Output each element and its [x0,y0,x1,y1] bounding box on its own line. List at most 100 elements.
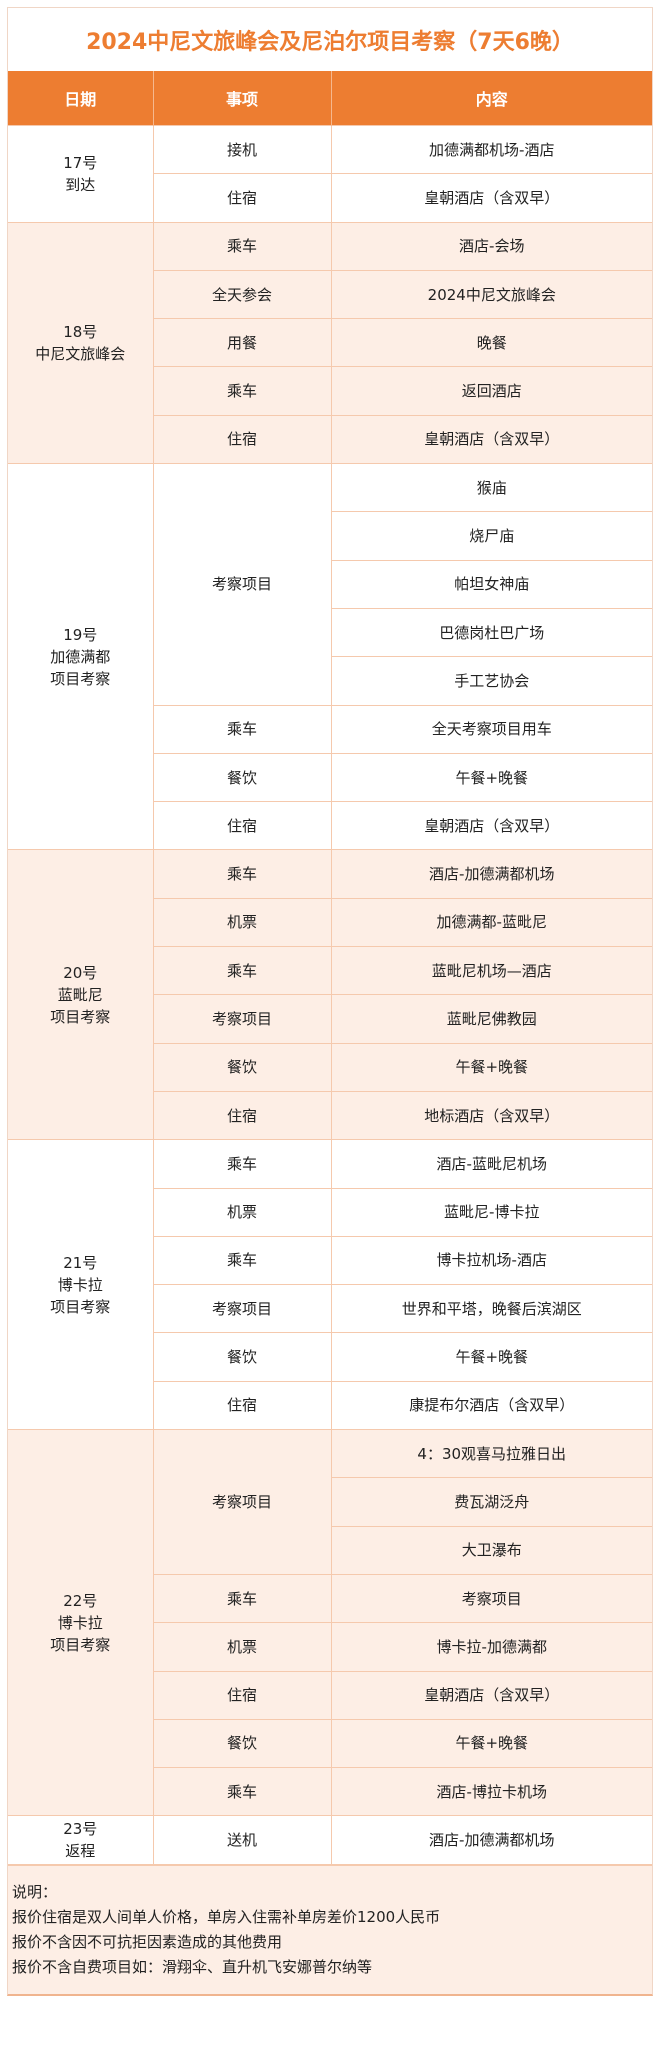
item-cell: 机票 [153,897,332,948]
date: 19号 [63,625,98,644]
content-cell: 皇朝酒店（含双早） [330,1670,652,1720]
item-cell: 考察项目 [153,994,332,1044]
item-cell: 乘车 [153,1767,332,1817]
content-cell: 蓝毗尼-博卡拉 [330,1187,652,1237]
table-body: 17号 到达 接机 加德满都机场-酒店 住宿 皇朝酒店（含双早） 18号 中尼文旅峰会 乘车 酒店… [8,124,652,1865]
day-label: 返程 [65,1842,96,1861]
table-row: 帕坦女神庙 [8,559,652,609]
date-cell: 21号博卡拉 项目考察 [8,1139,154,1431]
content-cell: 酒店-博拉卡机场 [330,1767,652,1817]
date-cell: 23号返程 [8,1815,154,1865]
item-cell: 接机 [152,124,332,175]
item-cell: 乘车 [152,849,332,899]
itinerary-sheet: 2024中尼文旅峰会及尼泊尔项目考察（7天6晚） 日期 事项 内容 17号 到达接… [7,7,653,1996]
content-cell: 皇朝酒店（含双早） [330,414,652,465]
content-cell: 大卫瀑布 [331,1525,652,1575]
table-row: 餐饮 午餐+晚餐 [8,752,652,803]
date: 22号 [63,1591,98,1610]
content-cell: 康提布尔酒店（含双早） [330,1380,652,1431]
header-content: 内容 [331,71,652,126]
content-cell: 酒店-加德满都机场 [330,1815,652,1865]
table-row: 全天参会 2024中尼文旅峰会 [8,269,652,320]
table-row: 乘车 酒店-博拉卡机场 [8,1767,652,1817]
note-line: 报价不含因不可抗拒因素造成的其他费用 [12,1932,283,1951]
item-cell: 乘车 [153,704,332,754]
header-date: 日期 [8,71,154,126]
item-cell: 餐饮 [153,1042,332,1092]
table-row: 17号 到达 接机 加德满都机场-酒店 [8,124,652,223]
content-cell: 午餐+晚餐 [330,1042,652,1092]
date-cell: 20号 蓝毗尼 项目考察 [8,849,154,1141]
note-line: 报价不含自费项目如：滑翔伞、直升机飞安娜普尔纳等 [12,1957,373,1976]
content-cell: 4：30观喜马拉雅日出 [330,1429,652,1479]
content-cell: 博卡拉-加德满都 [330,1622,652,1672]
item-cell: 住宿 [153,801,332,851]
table-row: 乘车 蓝毗尼机场—酒店 [8,946,652,996]
item-cell: 送机 [152,1815,332,1865]
item-cell: 乘车 [153,1573,332,1624]
item-cell: 用餐 [153,318,332,368]
table-row: 21号 博卡拉 项目考察 乘车 酒店-蓝毗尼机场 [8,1139,652,1431]
content-cell: 酒店-会场 [330,221,652,271]
table-row: 大卫瀑布 [8,1525,652,1575]
table-row: 乘车 博卡拉机场-酒店 [8,1235,652,1286]
table-row: 巴德岗杜巴广场 [8,607,652,658]
header-item: 事项 [153,71,332,126]
date-cell: 17号 到达 [8,125,154,223]
content-cell: 博卡拉机场-酒店 [330,1235,652,1286]
item-cell: 住宿 [153,1090,332,1141]
content-cell: 晚餐 [330,318,652,368]
table-row: 烧尸庙 [8,511,652,561]
table-row: 22号博卡拉 项目考察 考察项目 4：30观喜马拉雅日出 [8,1429,652,1817]
content-cell: 烧尸庙 [331,511,652,561]
day-label: 博卡拉 项目考察 [50,1275,111,1316]
table-row: 餐饮 午餐+晚餐 [8,1718,652,1769]
table-row: 餐饮 午餐+晚餐 [8,1332,652,1382]
table-header: 日期 事项 内容 [8,71,652,126]
table-row: 乘车 返回酒店 [8,366,652,416]
notes-heading: 说明： [12,1882,58,1901]
item-cell: 乘车 [153,366,332,416]
item-cell: 乘车 [153,946,332,996]
table-row: 餐饮 午餐+晚餐 [8,1042,652,1092]
table-row: 19号 加德满都 项目考察 考察项目 猴庙 [8,463,652,851]
day-label: 加德满都 项目考察 [50,647,111,688]
table-row: 乘车 考察项目 [8,1573,652,1624]
item-cell: 餐饮 [153,752,332,803]
table-row: 机票 加德满都-蓝毗尼 [8,897,652,948]
table-row: 住宿 皇朝酒店（含双早） [8,173,652,223]
table-row: 住宿 皇朝酒店（含双早） [8,414,652,465]
table-row: 20号 蓝毗尼 项目考察 乘车 酒店-加德满都机场 [8,849,652,1141]
content-cell: 蓝毗尼机场—酒店 [330,946,652,996]
content-cell: 帕坦女神庙 [331,559,652,609]
item-cell: 全天参会 [153,269,332,320]
item-cell: 乘车 [152,221,332,271]
content-cell: 蓝毗尼佛教园 [330,994,652,1044]
content-cell: 酒店-蓝毗尼机场 [330,1139,652,1189]
content-cell: 地标酒店（含双早） [330,1090,652,1141]
date: 23号 [63,1820,98,1839]
table-row: 考察项目 世界和平塔，晚餐后滨湖区 [8,1284,652,1334]
content-cell: 手工艺协会 [331,656,652,706]
item-cell: 餐饮 [153,1332,332,1382]
content-cell: 世界和平塔，晚餐后滨湖区 [330,1284,652,1334]
date: 18号 [63,322,98,341]
day-label: 博卡拉 项目考察 [50,1613,111,1654]
table-row: 住宿 康提布尔酒店（含双早） [8,1380,652,1431]
content-cell: 午餐+晚餐 [330,752,652,803]
day-label: 蓝毗尼 项目考察 [50,985,111,1026]
content-cell: 皇朝酒店（含双早） [330,173,652,223]
item-cell: 住宿 [153,1380,332,1431]
item-cell: 考察项目 [152,1429,332,1575]
table-row: 机票 博卡拉-加德满都 [8,1622,652,1672]
notes-section: 说明： 报价住宿是双人间单人价格，单房入住需补单房差价1200人民币 报价不含因不可… [8,1864,652,1994]
content-cell: 猴庙 [330,463,652,513]
content-cell: 巴德岗杜巴广场 [331,607,652,658]
table-row: 机票 蓝毗尼-博卡拉 [8,1187,652,1237]
content-cell: 酒店-加德满都机场 [330,849,652,899]
item-cell: 考察项目 [153,1284,332,1334]
content-cell: 2024中尼文旅峰会 [330,269,652,320]
day-label: 中尼文旅峰会 [35,344,126,363]
date: 21号 [63,1253,98,1272]
date-cell: 18号中尼文旅峰会 [8,221,154,465]
